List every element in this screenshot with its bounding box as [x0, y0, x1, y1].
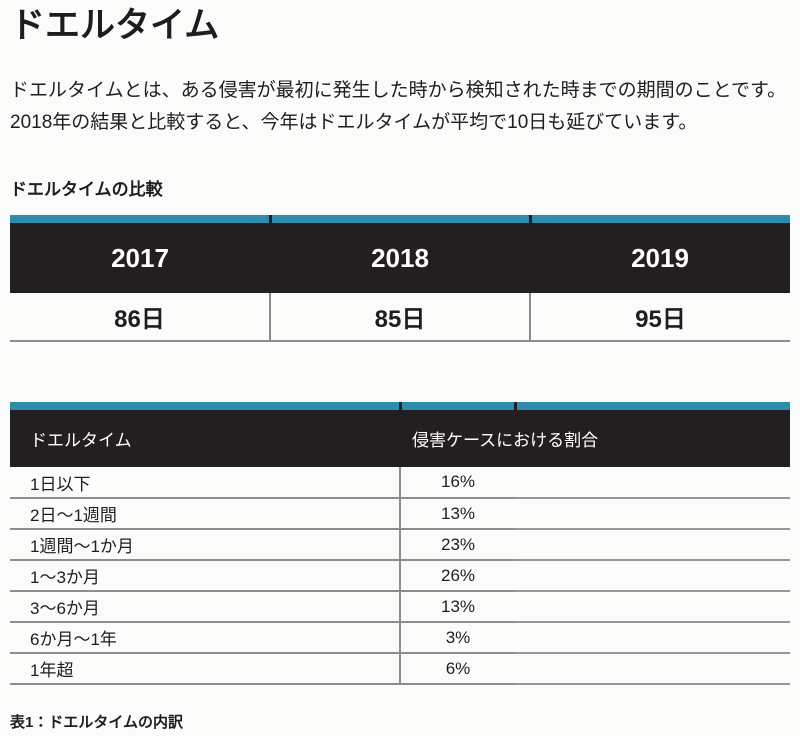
row-label: 3〜6か月	[10, 591, 401, 624]
accent-bar-segment	[398, 402, 515, 411]
section-heading: ドエルタイムの比較	[10, 180, 163, 200]
row-value: 26%	[400, 560, 515, 593]
row-filler	[515, 498, 790, 531]
row-value: 13%	[400, 498, 515, 531]
page-title: ドエルタイム	[10, 6, 220, 45]
row-filler	[515, 622, 790, 655]
row-value: 16%	[400, 467, 515, 500]
row-value: 23%	[400, 529, 515, 562]
comparison-value-row: 86日 85日 95日	[10, 293, 790, 343]
accent-bar-segment	[528, 215, 790, 224]
dwell-days-2018: 85日	[269, 293, 530, 343]
row-filler	[515, 467, 790, 500]
year-header-2018: 2018	[270, 223, 530, 294]
row-value: 6%	[400, 653, 515, 686]
table-row: 1〜3か月 26%	[10, 560, 790, 593]
row-value: 13%	[400, 591, 515, 624]
year-header-2017: 2017	[10, 223, 270, 294]
row-label: 1年超	[10, 653, 401, 686]
table-row: 1日以下 16%	[10, 467, 790, 500]
table-row: 1週間〜1か月 23%	[10, 529, 790, 562]
row-value: 3%	[400, 622, 515, 655]
year-header-2019: 2019	[530, 223, 790, 294]
row-label: 6か月〜1年	[10, 622, 401, 655]
row-filler	[515, 653, 790, 686]
breakdown-header-row: ドエルタイム 侵害ケースにおける割合	[10, 410, 790, 468]
intro-paragraph: ドエルタイムとは、ある侵害が最初に発生した時から検知された時までの期間のことです…	[10, 80, 787, 134]
row-filler	[515, 529, 790, 562]
row-label: 1日以下	[10, 467, 401, 500]
row-filler	[515, 560, 790, 593]
dwell-time-column-header: ドエルタイム	[10, 410, 400, 468]
dwell-days-2019: 95日	[529, 293, 790, 343]
accent-bar	[10, 215, 790, 224]
table-row: 1年超 6%	[10, 653, 790, 686]
dwell-days-2017: 86日	[10, 293, 270, 343]
dwell-time-comparison-table: 2017 2018 2019 86日 85日 95日	[10, 215, 790, 343]
accent-bar-segment	[268, 215, 530, 224]
row-label: 1〜3か月	[10, 560, 401, 593]
table-row: 2日〜1週間 13%	[10, 498, 790, 531]
table-row: 6か月〜1年 3%	[10, 622, 790, 655]
accent-bar-segment	[10, 402, 400, 411]
accent-bar	[10, 402, 790, 411]
dwell-time-breakdown-table: ドエルタイム 侵害ケースにおける割合 1日以下 16% 2日〜1週間 13% 1…	[10, 402, 790, 686]
table-caption: 表1：ドエルタイムの内訳	[10, 714, 184, 732]
row-label: 2日〜1週間	[10, 498, 401, 531]
accent-bar-segment	[10, 215, 270, 224]
accent-bar-segment	[513, 402, 790, 411]
row-label: 1週間〜1か月	[10, 529, 401, 562]
row-filler	[515, 591, 790, 624]
comparison-header-row: 2017 2018 2019	[10, 223, 790, 294]
table-row: 3〜6か月 13%	[10, 591, 790, 624]
breach-percentage-column-header: 侵害ケースにおける割合	[400, 410, 790, 468]
